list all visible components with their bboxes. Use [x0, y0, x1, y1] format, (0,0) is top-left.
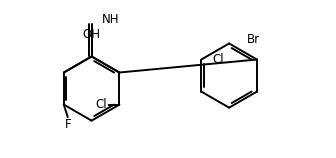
- Text: Cl: Cl: [212, 53, 224, 66]
- Text: F: F: [65, 118, 72, 131]
- Text: Cl: Cl: [95, 98, 107, 111]
- Text: Br: Br: [247, 33, 260, 46]
- Text: NH: NH: [102, 13, 120, 26]
- Text: OH: OH: [83, 28, 100, 41]
